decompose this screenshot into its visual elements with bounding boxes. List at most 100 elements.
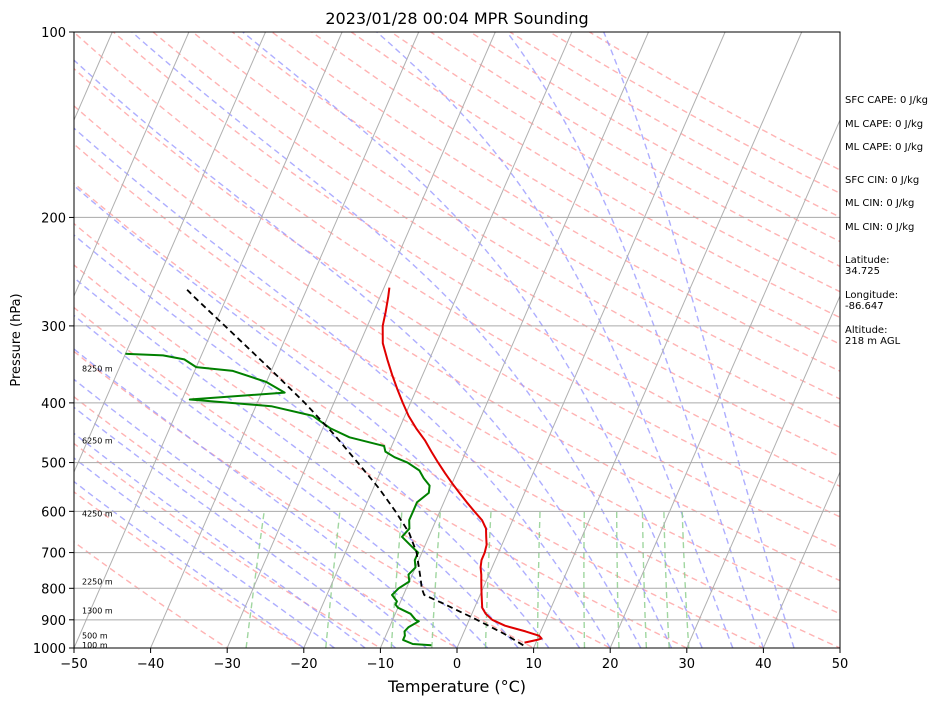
dry-adiabat <box>74 222 766 648</box>
y-tick-label: 1000 <box>33 642 66 657</box>
background-lines <box>74 32 840 648</box>
x-tick-label: −50 <box>60 657 87 672</box>
x-tick-label: 10 <box>525 657 542 672</box>
longitude-value: -86.647 <box>845 301 884 312</box>
isotherm <box>74 32 343 648</box>
parcel-line <box>186 289 524 647</box>
longitude-label: Longitude: <box>845 290 899 301</box>
isotherm <box>150 32 420 648</box>
isotherm <box>762 470 840 648</box>
mixing-ratio-line <box>536 511 541 648</box>
isotherm <box>379 32 649 648</box>
y-tick-label: 700 <box>41 547 66 562</box>
ml-cape-text-2: ML CAPE: 0 J/kg <box>845 142 924 153</box>
moist-adiabat <box>242 32 703 648</box>
moist-adiabat <box>74 127 611 648</box>
x-axis-ticks: −50 −40 −30 −20 −10 0 10 20 30 40 50 <box>60 648 848 672</box>
dry-adiabat <box>74 442 382 648</box>
height-label: 500 m <box>82 632 108 641</box>
y-tick-label: 900 <box>41 614 66 629</box>
isotherm <box>533 32 803 648</box>
y-tick-label: 300 <box>41 320 66 335</box>
y-tick-label: 100 <box>41 26 66 41</box>
dry-adiabat <box>74 32 840 518</box>
altitude-label: Altitude: <box>845 325 888 336</box>
moist-adiabat <box>74 234 550 648</box>
mixing-ratio-line <box>681 511 690 648</box>
x-tick-label: −20 <box>290 657 317 672</box>
isotherm <box>456 32 726 648</box>
height-label: 100 m <box>82 641 108 650</box>
isotherm <box>303 32 573 648</box>
isotherm <box>74 32 190 298</box>
isotherm <box>74 32 266 474</box>
ml-cin-text-2: ML CIN: 0 J/kg <box>845 222 915 233</box>
altitude-value: 218 m AGL <box>845 336 901 347</box>
ml-cape-text: ML CAPE: 0 J/kg <box>845 119 924 130</box>
mixing-ratio-line <box>663 511 670 648</box>
mixing-ratio-line <box>245 511 265 648</box>
moist-adiabat <box>74 457 335 648</box>
moist-adiabat <box>506 32 765 648</box>
x-tick-label: −30 <box>213 657 240 672</box>
chart-title: 2023/01/28 00:04 MPR Sounding <box>325 9 588 28</box>
y-tick-label: 200 <box>41 211 66 226</box>
dry-adiabat <box>350 32 840 319</box>
dry-adiabat <box>74 350 536 648</box>
moist-adiabat <box>74 432 366 648</box>
x-axis-label: Temperature (°C) <box>387 677 526 696</box>
isotherm <box>609 118 840 648</box>
y-tick-label: 600 <box>41 505 66 520</box>
dry-adiabat <box>74 182 840 648</box>
dry-adiabat <box>390 32 840 293</box>
x-tick-label: 0 <box>453 657 461 672</box>
dry-adiabat <box>74 395 459 648</box>
ml-cin-text: ML CIN: 0 J/kg <box>845 198 915 209</box>
series-lines <box>125 287 543 647</box>
dry-adiabat <box>192 32 840 429</box>
dry-adiabat <box>74 541 229 648</box>
dry-adiabat <box>74 264 689 648</box>
moist-adiabat <box>74 378 427 648</box>
y-axis-label: Pressure (hPa) <box>9 293 24 386</box>
moist-adiabat <box>74 406 397 648</box>
height-label: 4250 m <box>82 510 113 519</box>
y-axis-ticks: 1000 900 800 700 600 500 400 300 200 100 <box>33 26 74 657</box>
y-tick-label: 400 <box>41 397 66 412</box>
dry-adiabat <box>74 306 612 648</box>
dry-adiabat <box>74 67 840 550</box>
moist-adiabat <box>74 184 581 648</box>
grid-lines <box>74 31 840 649</box>
dry-adiabat <box>74 143 840 615</box>
isotherm <box>686 294 840 648</box>
dry-adiabat <box>74 491 306 648</box>
sfc-cin-text: SFC CIN: 0 J/kg <box>845 175 920 186</box>
latitude-label: Latitude: <box>845 255 890 266</box>
temperature-line <box>381 287 543 644</box>
plot-frame <box>73 31 841 649</box>
dry-adiabat <box>271 32 840 372</box>
height-label: 6250 m <box>82 436 113 445</box>
moist-adiabat <box>74 314 489 648</box>
mixing-ratio-line <box>390 511 403 648</box>
moist-adiabat <box>74 276 519 648</box>
mixing-ratio-line <box>641 511 648 648</box>
x-tick-label: −40 <box>137 657 164 672</box>
dry-adiabat <box>152 32 840 458</box>
moist-adiabat <box>74 480 305 648</box>
x-tick-label: 40 <box>755 657 772 672</box>
moist-adiabat <box>376 32 734 648</box>
sfc-cape-text: SFC CAPE: 0 J/kg <box>845 95 928 106</box>
x-tick-label: −10 <box>367 657 394 672</box>
dry-adiabat <box>112 32 840 488</box>
latitude-value: 34.725 <box>845 266 880 277</box>
moist-adiabat <box>603 32 795 648</box>
moist-adiabat <box>74 59 642 648</box>
moist-adiabat <box>74 348 458 648</box>
x-tick-label: 20 <box>602 657 619 672</box>
isotherm <box>226 32 496 648</box>
y-tick-label: 800 <box>41 582 66 597</box>
mixing-ratio-line <box>431 511 441 648</box>
